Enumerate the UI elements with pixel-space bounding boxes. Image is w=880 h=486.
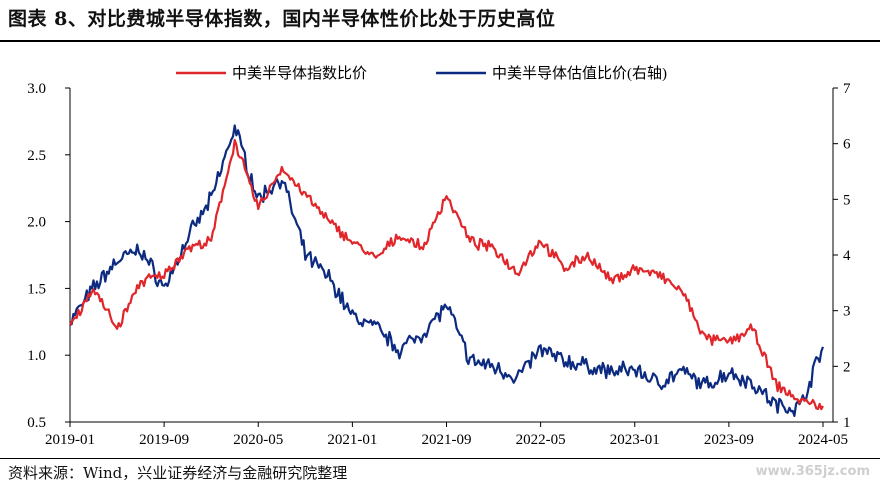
y-right-tick-label: 4 [843,248,851,264]
series-line-index-ratio [69,138,824,411]
y-right-tick-label: 6 [843,137,851,153]
x-tick-label: 2024-05 [798,432,848,448]
footer-rule [0,458,880,459]
series-line-valuation-ratio [69,124,825,417]
x-tick-label: 2022-05 [516,432,566,448]
x-tick-label: 2021-09 [422,432,472,448]
chart-title: 图表 8、对比费城半导体指数，国内半导体性价比处于历史高位 [8,8,556,30]
y-left-tick-label: 1.0 [27,348,46,364]
y-right-tick-label: 7 [843,81,851,97]
x-tick-label: 2019-09 [139,432,189,448]
y-right-tick-label: 3 [843,304,851,320]
x-tick-label: 2021-01 [327,432,377,448]
x-tick-label: 2020-05 [233,432,283,448]
y-left-tick-label: 2.5 [27,148,46,164]
x-tick-label: 2023-09 [704,432,754,448]
legend-label-valuation-ratio: 中美半导体估值比价(右轴) [492,65,667,82]
y-right-tick-label: 5 [843,192,851,208]
y-left-tick-label: 2.0 [27,215,46,231]
source-note: 资料来源：Wind，兴业证券经济与金融研究院整理 [8,464,348,482]
y-right-tick-label: 2 [843,359,851,375]
y-left-tick-label: 1.5 [27,281,46,297]
title-rule [0,40,880,42]
y-left-tick-label: 0.5 [27,415,46,431]
y-left-tick-label: 3.0 [27,81,46,97]
watermark: www.365jz.com [755,464,870,479]
legend-label-index-ratio: 中美半导体指数比价 [232,65,367,82]
x-tick-label: 2019-01 [45,432,95,448]
x-tick-label: 2023-01 [610,432,660,448]
y-right-tick-label: 1 [843,415,851,431]
